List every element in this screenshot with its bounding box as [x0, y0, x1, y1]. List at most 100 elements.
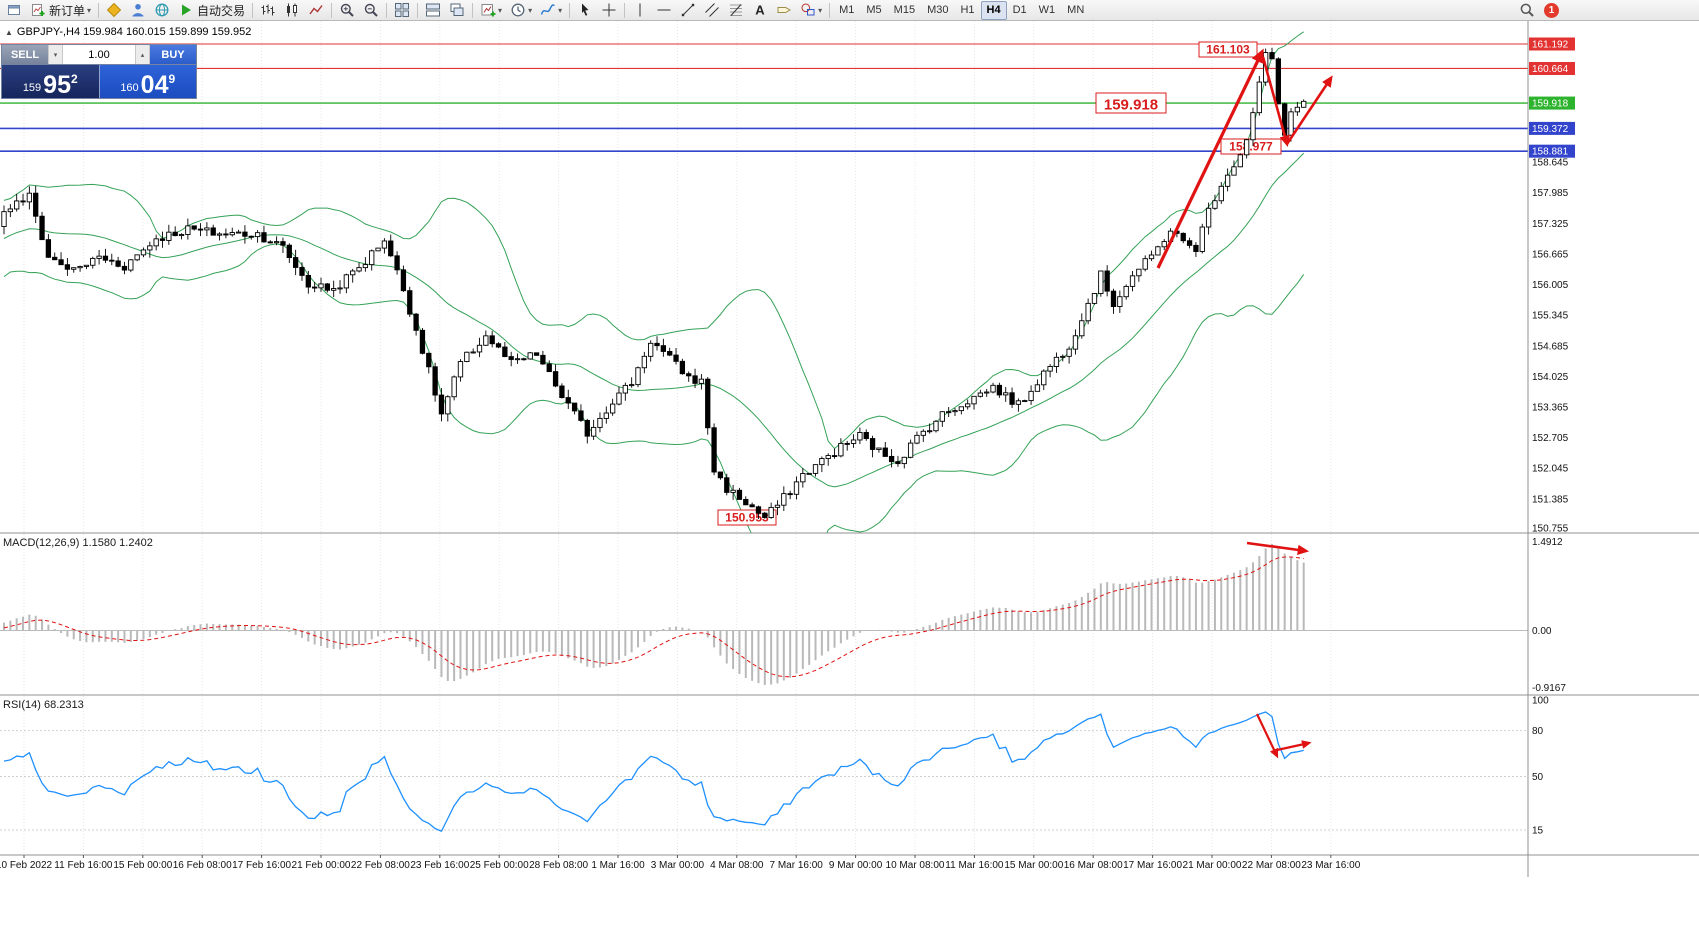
trend-arrow[interactable]	[1246, 541, 1310, 556]
macd-label: MACD(12,26,9) 1.1580 1.2402	[3, 537, 153, 549]
channel-tool-button[interactable]	[700, 0, 724, 21]
svg-text:159.918: 159.918	[1104, 97, 1158, 114]
trend-arrow[interactable]	[1156, 48, 1264, 269]
tile-windows-button[interactable]	[390, 0, 414, 21]
cursor-tool-button[interactable]	[573, 0, 597, 21]
trend-arrow[interactable]	[1261, 56, 1290, 148]
volume-decrease-button[interactable]: ▾	[48, 45, 63, 64]
chart-window-button[interactable]	[2, 0, 26, 21]
notification-badge[interactable]: 1	[1544, 2, 1559, 18]
buy-price-button[interactable]: 160 04 9	[98, 65, 196, 99]
zoom-in-button[interactable]	[335, 0, 359, 21]
time-axis-label: 22 Feb 08:00	[351, 860, 410, 871]
buy-price-prefix: 160	[120, 82, 139, 94]
label-tool-button[interactable]	[772, 0, 796, 21]
trend-arrow[interactable]	[1256, 713, 1279, 759]
horizontal-line-tool-button[interactable]	[652, 0, 676, 21]
time-axis-label: 11 Feb 16:00	[54, 860, 113, 871]
timeframe-d1-button[interactable]: D1	[1012, 3, 1027, 16]
chart-canvas[interactable]: 161.103159.918158.977150.953161.192160.6…	[0, 21, 1699, 944]
text-tool-button[interactable]: A	[748, 0, 772, 21]
time-axis-label: 7 Mar 16:00	[770, 860, 824, 871]
time-axis-label: 17 Feb 16:00	[232, 860, 291, 871]
buy-button[interactable]: BUY	[150, 45, 196, 64]
search-icon	[1520, 3, 1534, 17]
channel-tool-icon	[705, 3, 719, 17]
zoom-out-icon	[364, 3, 378, 17]
toolbar-right-area: 1	[1515, 0, 1559, 21]
price-axis-label: 157.985	[1532, 188, 1569, 199]
volume-increase-button[interactable]: ▴	[135, 45, 150, 64]
timeframe-m15-button[interactable]: M15	[893, 3, 916, 16]
autotrading-icon	[182, 4, 192, 16]
trend-arrow[interactable]	[1276, 740, 1312, 752]
fibonacci-tool-button[interactable]	[724, 0, 748, 21]
zoom-out-button[interactable]	[359, 0, 383, 21]
candlestick-mode-button[interactable]	[280, 0, 304, 21]
mql5-button[interactable]	[102, 0, 126, 21]
annotation-price-label[interactable]: 158.977	[1220, 138, 1282, 155]
buy-price-big: 04	[140, 71, 169, 99]
cursor-tool-icon	[582, 3, 589, 16]
timeframe-m5-button[interactable]: M5	[866, 3, 882, 16]
annotation-price-label[interactable]: 159.918	[1095, 92, 1167, 114]
price-axis-label: 155.345	[1532, 311, 1569, 322]
fibonacci-tool-icon	[730, 4, 743, 16]
svg-text:159.918: 159.918	[1532, 99, 1569, 110]
timeframe-h1-button[interactable]: H1	[960, 3, 975, 16]
new-chart-button[interactable]: ▾	[476, 0, 506, 21]
macd-axis-label: 0.00	[1532, 626, 1552, 637]
price-axis-label: 152.705	[1532, 433, 1569, 444]
caret-down-icon: ▾	[558, 5, 563, 15]
horizontal-line-tool-icon	[657, 9, 671, 11]
one-click-trading-panel: SELL ▾ ▴ BUY 159 95 2 160 04 9	[1, 44, 197, 99]
new-order-button[interactable]: 新订单 ▾	[26, 0, 95, 21]
timeframe-m1-button[interactable]: M1	[839, 3, 855, 16]
line-chart-mode-button[interactable]	[304, 0, 328, 21]
svg-text:158.977: 158.977	[1229, 140, 1273, 154]
trend-arrow[interactable]	[1285, 75, 1333, 145]
zoom-in-icon	[340, 3, 354, 17]
crosshair-tool-button[interactable]	[597, 0, 621, 21]
autotrading-button[interactable]: 自动交易	[174, 0, 249, 21]
timeframe-m30-button[interactable]: M30	[927, 3, 949, 16]
new-order-label: 新订单	[49, 3, 86, 18]
time-axis-label: 28 Feb 08:00	[529, 860, 588, 871]
rsi-axis-label: 80	[1532, 726, 1544, 737]
label-tool-icon	[777, 7, 792, 13]
volume-input[interactable]	[63, 45, 135, 64]
price-axis-label: 154.685	[1532, 341, 1569, 352]
indicators-button[interactable]: ▾	[536, 0, 566, 21]
tile-windows-icon	[395, 3, 410, 17]
grid-lines	[23, 21, 1332, 855]
shapes-tool-button[interactable]: ▾	[796, 0, 826, 21]
search-button[interactable]	[1515, 0, 1539, 21]
time-axis-label: 16 Mar 08:00	[1064, 860, 1123, 871]
new-order-icon	[32, 4, 45, 16]
one-click-toggle-icon[interactable]: ▲	[5, 27, 13, 37]
sell-button[interactable]: SELL	[2, 45, 48, 64]
trendline-tool-button[interactable]	[676, 0, 700, 21]
macd-histogram	[3, 544, 1305, 685]
timeframe-mn-button[interactable]: MN	[1067, 3, 1085, 16]
market-icon	[155, 3, 169, 17]
time-axis-label: 10 Feb 2022	[0, 860, 53, 871]
community-button[interactable]	[126, 0, 150, 21]
macd-axis-label: -0.9167	[1532, 683, 1566, 694]
bar-chart-mode-button[interactable]	[256, 0, 280, 21]
annotation-price-label[interactable]: 161.103	[1198, 41, 1258, 58]
price-axis-label: 150.755	[1532, 524, 1569, 535]
time-axis-label: 16 Feb 08:00	[173, 860, 232, 871]
sell-price-button[interactable]: 159 95 2	[2, 65, 99, 98]
price-axis[interactable]: 161.192 160.664 159.918 159.372 158.881158.6…	[0, 37, 1575, 871]
market-button[interactable]	[150, 0, 174, 21]
timeframe-h4-button[interactable]: H4	[980, 0, 1007, 20]
vertical-line-tool-button[interactable]	[628, 0, 652, 21]
sell-price-prefix: 159	[22, 82, 42, 94]
timeframe-w1-button[interactable]: W1	[1038, 3, 1056, 16]
toolbar-separator	[98, 2, 100, 18]
cascade-windows-button[interactable]	[445, 0, 469, 21]
arrange-windows-button[interactable]	[421, 0, 445, 21]
profiles-button[interactable]: ▾	[506, 0, 536, 21]
